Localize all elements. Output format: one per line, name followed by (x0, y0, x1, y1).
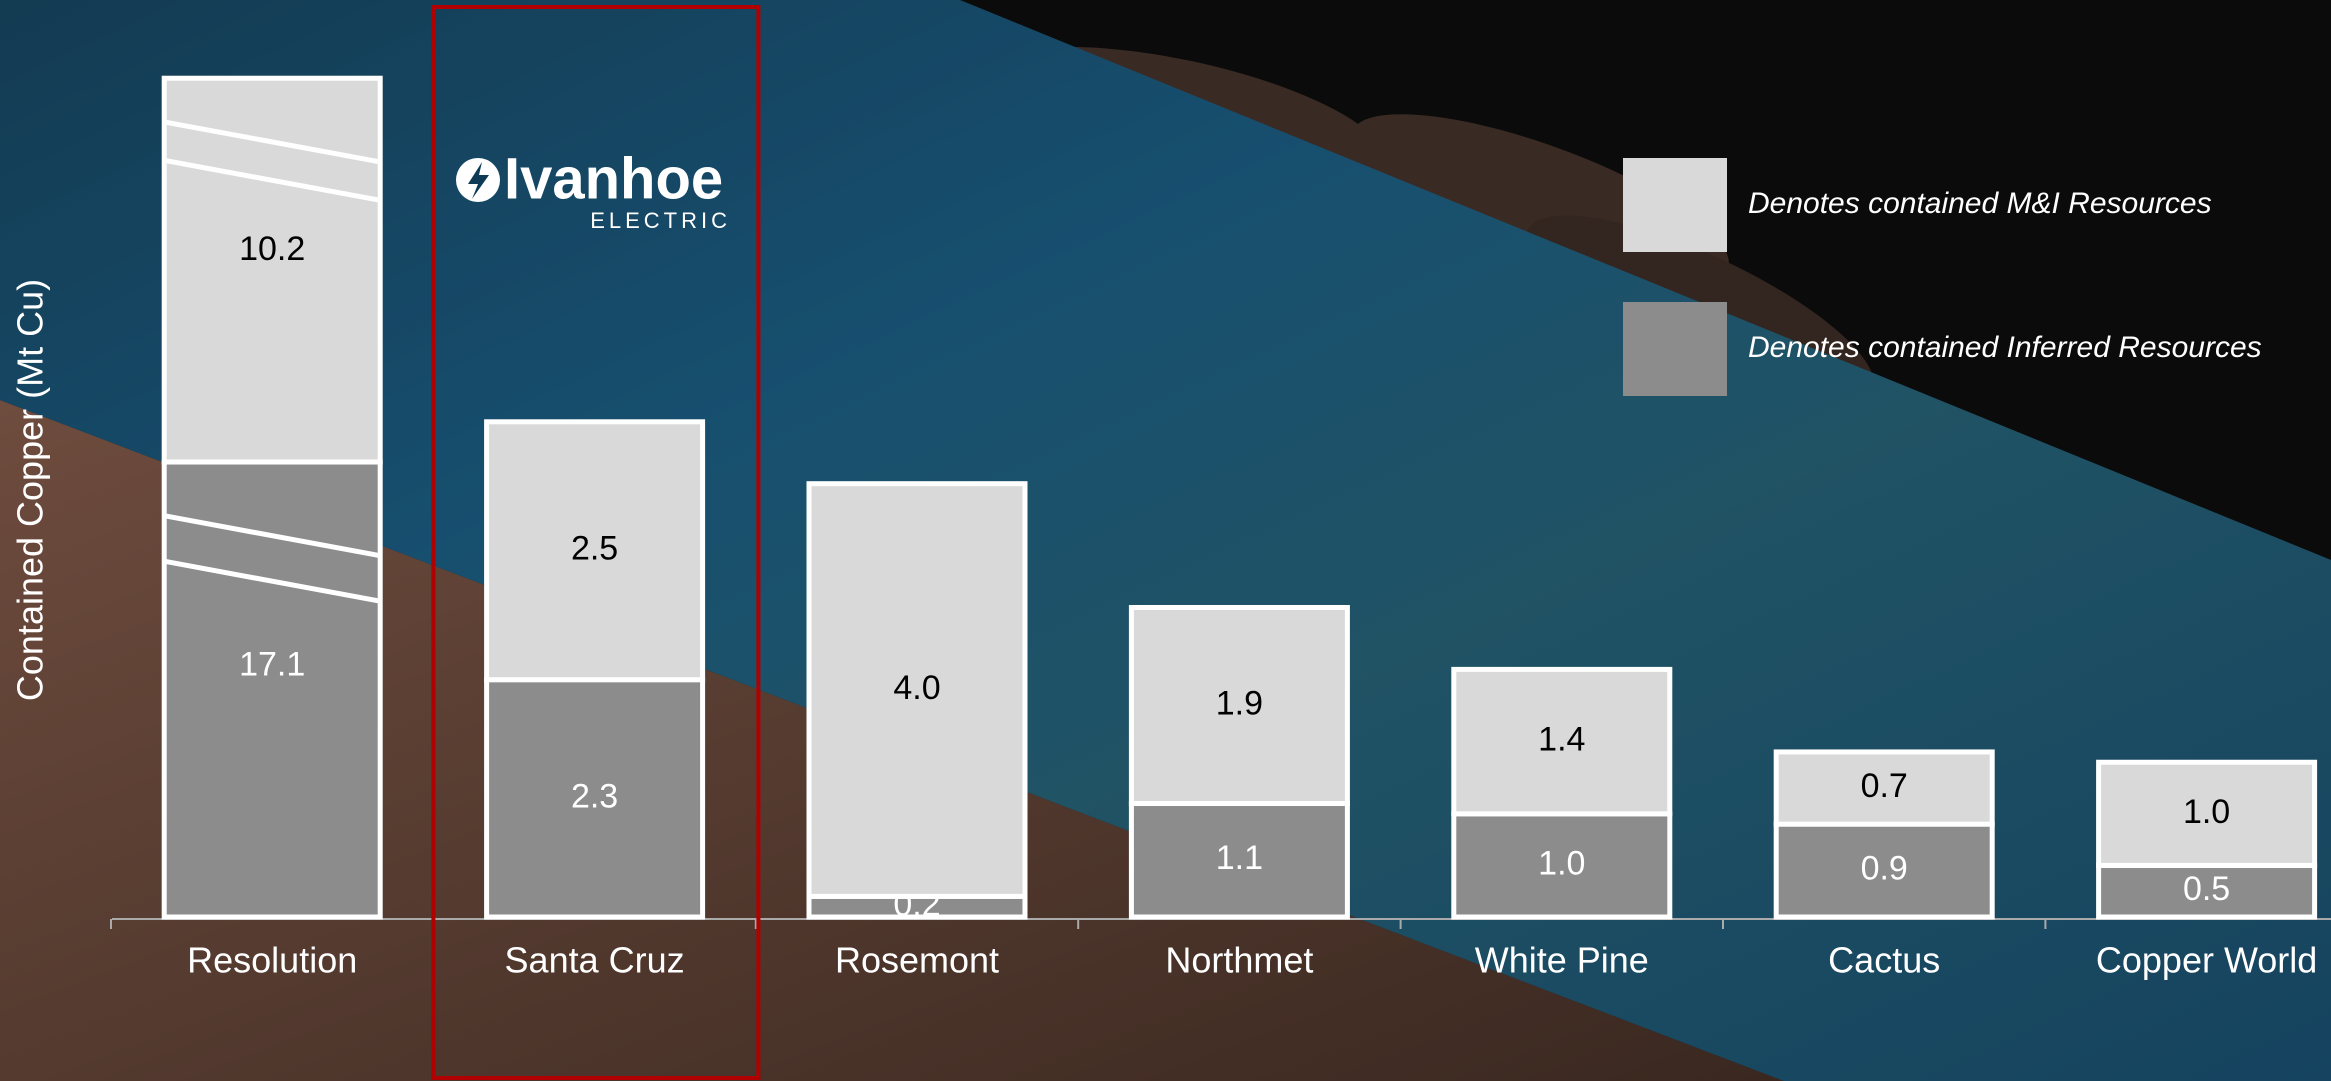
x-tick-label: Northmet (1165, 940, 1313, 981)
value-label: 0.7 (1861, 767, 1908, 805)
legend-swatch (1623, 158, 1727, 252)
page: Contained Copper (Mt Cu) Resolution 17.1 1… (0, 0, 2331, 1081)
value-label: 2.5 (571, 530, 618, 568)
bar-segment (164, 78, 380, 462)
value-label: 0.5 (2183, 870, 2230, 908)
x-tick-label: Resolution (187, 940, 357, 981)
logo-sub: ELECTRIC (590, 208, 731, 233)
value-label: 1.9 (1216, 684, 1263, 722)
y-axis-label: Contained Copper (Mt Cu) (10, 279, 51, 701)
logo-name: Ivanhoe (504, 146, 723, 211)
chart: Contained Copper (Mt Cu) Resolution 17.1 1… (0, 0, 2331, 1081)
value-label: 1.4 (1538, 721, 1585, 759)
x-tick-label: Copper World (2096, 940, 2317, 981)
value-label: 1.0 (2183, 793, 2230, 831)
value-label: 1.0 (1538, 844, 1585, 882)
value-label: 2.3 (571, 777, 618, 815)
x-tick-label: Cactus (1828, 940, 1940, 981)
x-tick-label: Santa Cruz (505, 940, 685, 981)
bar-segment (164, 462, 380, 917)
value-label: 4.0 (893, 669, 940, 707)
legend-swatch (1623, 302, 1727, 396)
value-label: 17.1 (239, 646, 305, 684)
x-tick-label: Rosemont (835, 940, 999, 981)
value-label: 1.1 (1216, 839, 1263, 877)
legend-label: Denotes contained Inferred Resources (1748, 331, 2262, 364)
value-label: 10.2 (239, 230, 305, 268)
legend-label: Denotes contained M&I Resources (1748, 187, 2212, 220)
value-label: 0.9 (1861, 850, 1908, 888)
x-tick-label: White Pine (1475, 940, 1649, 981)
